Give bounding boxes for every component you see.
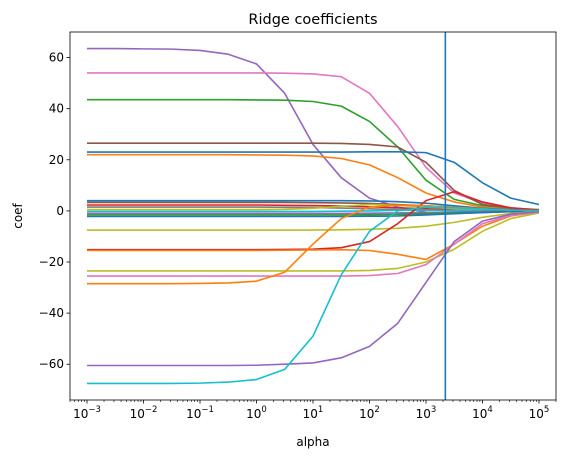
- series-line-16: [87, 210, 540, 231]
- y-tick-label: −60: [39, 357, 64, 371]
- series-line-12: [87, 209, 539, 213]
- series-line-7: [87, 199, 540, 212]
- x-tick-label: 103: [416, 405, 437, 421]
- series-line-22: [87, 210, 540, 367]
- y-axis-label: coef: [11, 202, 25, 228]
- series-line-5: [87, 151, 540, 206]
- x-tick-label: 100: [246, 405, 267, 421]
- series-line-15: [87, 210, 540, 218]
- y-tick-label: 60: [49, 51, 64, 65]
- y-tick-label: 20: [49, 153, 64, 167]
- series-line-2: [87, 72, 540, 211]
- series-line-20: [87, 211, 540, 277]
- x-tick-label: 102: [359, 405, 380, 421]
- x-tick-label: 10−1: [186, 405, 214, 421]
- x-tick-label: 104: [472, 405, 493, 421]
- y-axis-ticks: −60 −40 −20 0 20 40 60: [39, 51, 70, 371]
- series-layer: [87, 47, 540, 385]
- series-line-19: [87, 212, 540, 272]
- chart-title: Ridge coefficients: [248, 12, 377, 28]
- y-tick-label: −20: [39, 255, 64, 269]
- x-tick-label: 101: [303, 405, 324, 421]
- y-tick-label: 0: [56, 204, 64, 218]
- series-line-6: [87, 153, 540, 212]
- series-line-13: [87, 210, 539, 215]
- x-tick-label: 10−2: [130, 405, 158, 421]
- series-line-23: [87, 206, 540, 385]
- x-tick-label: 105: [529, 405, 550, 421]
- y-tick-label: 40: [49, 102, 64, 116]
- y-tick-label: −40: [39, 306, 64, 320]
- series-line-3: [87, 98, 540, 211]
- x-axis-label: alpha: [296, 435, 329, 449]
- x-tick-label: 10−3: [73, 405, 101, 421]
- x-axis-ticks: 10−3 10−2 10−1 100 101 102 103 104 105: [69, 400, 557, 421]
